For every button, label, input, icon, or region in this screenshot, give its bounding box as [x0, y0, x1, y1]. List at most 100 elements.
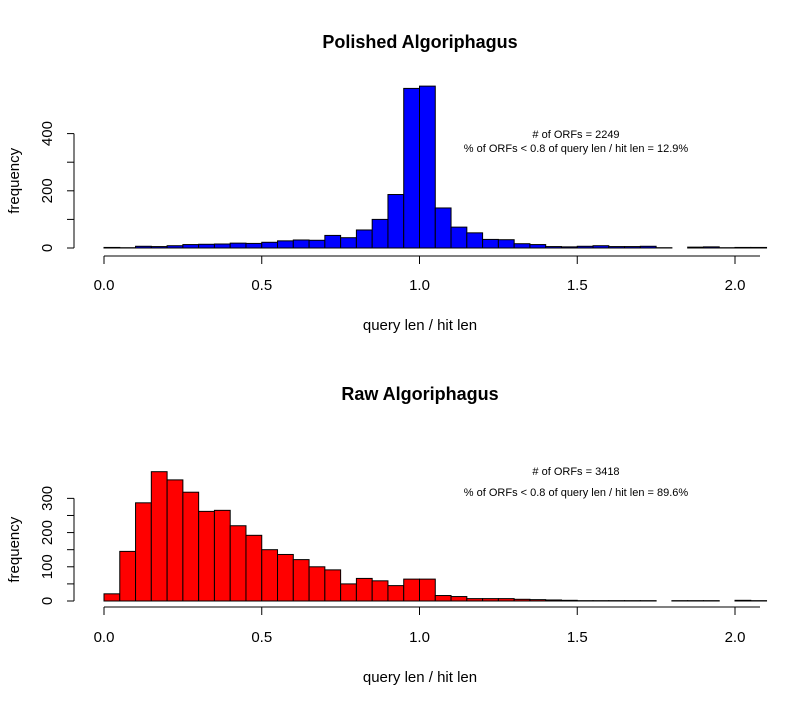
- histogram-bar: [324, 234, 342, 249]
- x-axis-label: query len / hit len: [363, 317, 477, 334]
- histogram-bar: [371, 580, 389, 602]
- histogram-bar: [576, 245, 594, 249]
- histogram-bar: [355, 577, 373, 602]
- histogram-bar: [592, 245, 610, 249]
- histogram-bar: [434, 595, 452, 602]
- x-axis-label: query len / hit len: [363, 669, 477, 686]
- histogram-bar: [103, 593, 121, 602]
- x-tick-label: 0.5: [251, 629, 272, 646]
- x-tick-label: 1.0: [409, 277, 430, 294]
- histogram-bar: [450, 226, 468, 249]
- y-axis: 0 200 400: [39, 121, 75, 252]
- histogram-bar: [198, 243, 215, 249]
- histogram-bar: [529, 244, 547, 249]
- histogram-bar: [150, 471, 168, 602]
- y-tick-label: 200: [39, 178, 56, 203]
- histogram-bar: [213, 509, 231, 602]
- histogram-bar: [371, 218, 389, 249]
- histogram-bar: [245, 242, 263, 249]
- x-tick-label: 1.5: [567, 629, 588, 646]
- histogram-bar: [387, 194, 405, 249]
- y-tick-label: 400: [39, 121, 56, 146]
- histogram-bar: [166, 479, 184, 602]
- histogram-bar: [403, 578, 421, 602]
- bars: [103, 85, 768, 249]
- histogram-bar: [434, 207, 452, 249]
- chart-raw: Raw Algoriphagus 0.0 0.5 1.0 1.5 2.0 0 100 200 30…: [6, 384, 768, 686]
- y-axis-label: frequency: [6, 516, 23, 582]
- histogram-bar: [340, 583, 357, 602]
- histogram-bar: [545, 246, 562, 249]
- histogram-bar: [324, 569, 342, 602]
- histogram-bar: [403, 87, 421, 249]
- x-tick-label: 0.0: [94, 629, 115, 646]
- y-axis: 0 100 200 300: [39, 486, 75, 605]
- y-tick-label: 0: [39, 597, 56, 605]
- histogram-bar: [687, 246, 704, 249]
- histogram-bar: [450, 596, 468, 602]
- histogram-bar: [560, 246, 578, 249]
- histogram-bar: [466, 598, 484, 602]
- chart-title: Raw Algoriphagus: [341, 384, 498, 404]
- histogram-bar: [355, 229, 373, 249]
- histogram-bar: [308, 239, 326, 249]
- histogram-bar: [545, 599, 562, 602]
- histogram-bar: [497, 239, 515, 249]
- x-tick-label: 2.0: [725, 277, 746, 294]
- chart-title: Polished Algoriphagus: [322, 32, 517, 52]
- histogram-bar: [734, 599, 752, 602]
- histogram-bar: [560, 599, 578, 602]
- histogram-bar: [135, 245, 152, 249]
- x-tick-label: 2.0: [725, 629, 746, 646]
- histogram-bar: [103, 246, 121, 249]
- histogram-bar: [734, 246, 752, 249]
- histogram-bar: [245, 534, 263, 602]
- histogram-bar: [166, 245, 184, 249]
- orf-count-annotation: # of ORFs = 3418: [532, 466, 619, 478]
- histogram-bar: [387, 585, 405, 602]
- histogram-bar: [419, 85, 436, 249]
- histogram-bar: [292, 559, 310, 602]
- y-tick-label: 100: [39, 554, 56, 579]
- x-tick-label: 1.0: [409, 629, 430, 646]
- histogram-bar: [639, 245, 657, 249]
- y-axis-label: frequency: [6, 147, 23, 213]
- histogram-bar: [229, 525, 247, 602]
- x-axis: 0.0 0.5 1.0 1.5 2.0: [94, 255, 760, 294]
- histogram-bar: [261, 549, 279, 602]
- histogram-bar: [608, 246, 626, 249]
- histogram-bar: [513, 598, 531, 602]
- histogram-bar: [198, 510, 215, 602]
- histogram-bar: [702, 246, 720, 249]
- histogram-bar: [340, 237, 357, 249]
- histogram-bar: [261, 241, 279, 249]
- histogram-bar: [292, 239, 310, 249]
- histogram-bar: [624, 246, 641, 249]
- histogram-bar: [482, 238, 499, 249]
- x-tick-label: 1.5: [567, 277, 588, 294]
- histogram-bar: [419, 578, 436, 602]
- bars: [103, 471, 768, 602]
- histogram-bar: [182, 491, 200, 602]
- chart-polished: Polished Algoriphagus 0.0 0.5 1.0 1.5 2.0 0 200…: [6, 32, 768, 334]
- histogram-bar: [529, 599, 547, 602]
- histogram-bar: [277, 553, 294, 602]
- histogram-bar: [308, 566, 326, 602]
- histogram-bar: [213, 243, 231, 249]
- y-tick-label: 0: [39, 244, 56, 252]
- x-tick-label: 0.5: [251, 277, 272, 294]
- orf-percent-annotation: % of ORFs < 0.8 of query len / hit len =…: [464, 487, 689, 499]
- histogram-bar: [497, 598, 515, 602]
- histogram-bar: [135, 502, 152, 602]
- histogram-bar: [750, 246, 768, 249]
- orf-percent-annotation: % of ORFs < 0.8 of query len / hit len =…: [464, 143, 689, 155]
- histogram-bar: [277, 240, 294, 249]
- orf-count-annotation: # of ORFs = 2249: [532, 129, 619, 141]
- histogram-bar: [182, 244, 200, 249]
- histogram-bar: [513, 243, 531, 249]
- x-axis: 0.0 0.5 1.0 1.5 2.0: [94, 606, 760, 646]
- histogram-bar: [119, 550, 137, 602]
- histogram-bar: [150, 246, 168, 249]
- histogram-bar: [466, 232, 484, 249]
